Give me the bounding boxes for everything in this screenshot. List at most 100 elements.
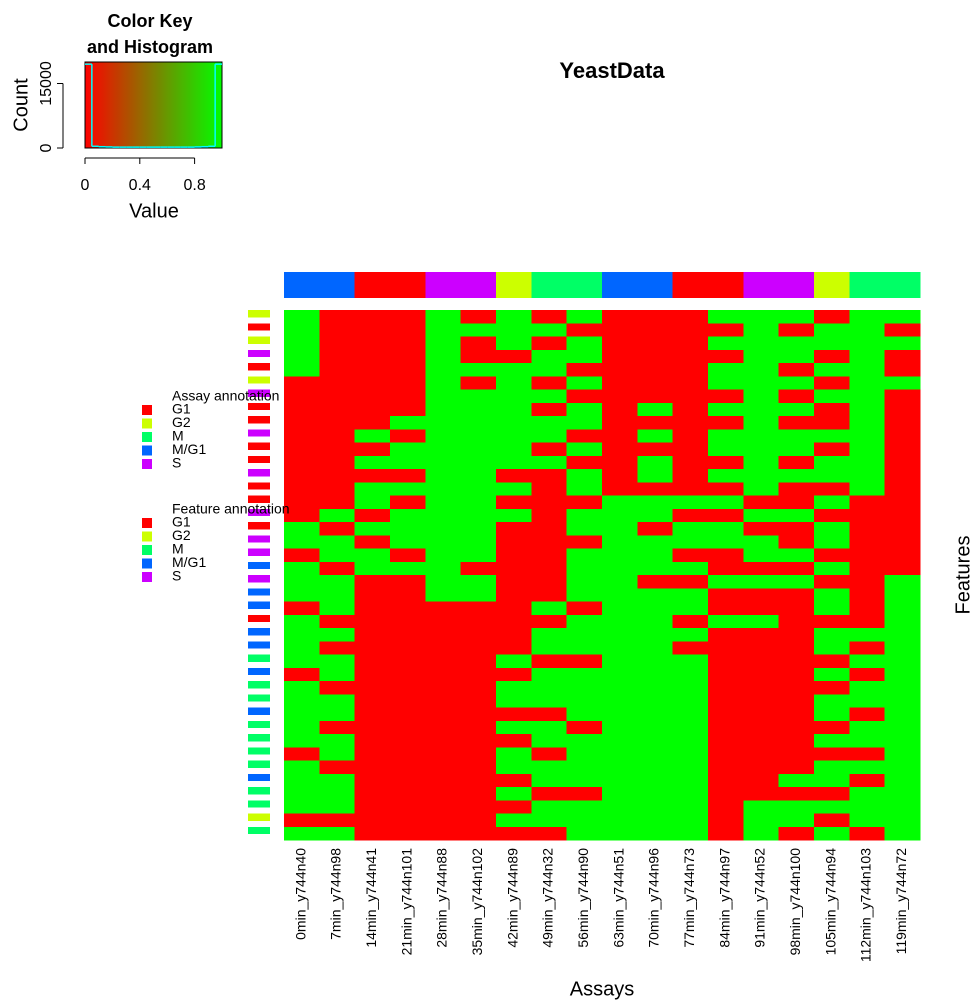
heatmap-cell <box>566 363 603 377</box>
heatmap-cell <box>708 734 744 748</box>
heatmap-cell <box>672 548 709 563</box>
row-annotation <box>248 389 270 397</box>
heatmap-cell <box>284 482 320 496</box>
heatmap-cell <box>566 760 603 775</box>
heatmap-cell <box>354 535 391 549</box>
heatmap-cell <box>637 614 674 629</box>
heatmap-cell <box>743 402 780 417</box>
heatmap-cell <box>496 402 532 417</box>
heatmap-cell <box>849 522 886 536</box>
heatmap-cell <box>460 336 497 351</box>
y-axis-label: Features <box>952 536 974 615</box>
heatmap-cell <box>814 747 850 761</box>
row-annotation <box>248 787 270 795</box>
heatmap-cell <box>602 561 638 576</box>
heatmap-cell <box>602 349 638 364</box>
heatmap-cell <box>531 773 568 788</box>
heatmap-cell <box>743 601 780 616</box>
heatmap-cell <box>284 310 320 324</box>
heatmap-title: YeastData <box>559 58 665 83</box>
heatmap-cell <box>849 323 886 337</box>
heatmap-cell <box>319 455 356 470</box>
heatmap-cell <box>743 363 780 377</box>
heatmap-cell <box>460 641 497 655</box>
row-annotation <box>248 548 270 556</box>
heatmap-cell <box>284 787 320 801</box>
heatmap-cell <box>778 747 815 761</box>
row-annotation <box>248 455 270 464</box>
legend-swatch <box>142 418 152 429</box>
heatmap-cell <box>354 614 391 629</box>
heatmap-cell <box>743 588 780 602</box>
column-annotation <box>390 272 426 298</box>
heatmap-cell <box>708 588 744 602</box>
legend-label: S <box>172 568 181 584</box>
legend-label: G2 <box>172 527 191 543</box>
heatmap-cell <box>672 813 709 828</box>
heatmap-cell <box>602 654 638 669</box>
heatmap-cell <box>637 455 674 470</box>
heatmap-cell <box>637 336 674 351</box>
heatmap-cell <box>884 747 921 761</box>
heatmap-cell <box>460 482 497 496</box>
column-annotation <box>531 272 568 298</box>
column-annotation <box>672 272 709 298</box>
heatmap-cell <box>672 694 709 708</box>
heatmap-cell <box>672 349 709 364</box>
row-annotation <box>248 482 270 490</box>
heatmap-cell <box>814 787 850 801</box>
heatmap-cell <box>531 548 568 563</box>
heatmap-cell <box>778 654 815 669</box>
row-annotation <box>248 310 270 318</box>
heatmap-cell <box>884 508 921 523</box>
legend-label: M <box>172 541 184 557</box>
heatmap-cell <box>602 760 638 775</box>
heatmap-cell <box>319 310 356 324</box>
heatmap-cell <box>708 535 744 549</box>
heatmap-cell <box>531 720 568 735</box>
heatmap-cell <box>425 310 462 324</box>
heatmap-cell <box>814 469 850 483</box>
heatmap-cell <box>390 654 426 669</box>
heatmap-cell <box>354 336 391 351</box>
heatmap-cell <box>319 667 356 682</box>
heatmap-cell <box>602 694 638 708</box>
heatmap-cell <box>814 336 850 351</box>
heatmap-cell <box>672 614 709 629</box>
heatmap-cell <box>884 522 921 536</box>
row-annotation <box>248 402 270 411</box>
heatmap-cell <box>390 826 426 841</box>
heatmap-cell <box>849 575 886 589</box>
heatmap-cell <box>778 535 815 549</box>
heatmap-cell <box>566 548 603 563</box>
heatmap-cell <box>460 601 497 616</box>
heatmap-cell <box>284 561 320 576</box>
legend-label: G2 <box>172 414 191 430</box>
heatmap-cell <box>849 482 886 496</box>
heatmap-cell <box>672 389 709 404</box>
heatmap-cell <box>354 416 391 430</box>
heatmap-cell <box>672 522 709 536</box>
heatmap-cell <box>354 429 391 443</box>
heatmap-cell <box>284 429 320 443</box>
heatmap-cell <box>531 575 568 589</box>
heatmap-cell <box>460 667 497 682</box>
heatmap-cell <box>566 389 603 404</box>
heatmap-cell <box>354 734 391 748</box>
heatmap-cell <box>814 734 850 748</box>
heatmap-cell <box>778 694 815 708</box>
heatmap-cell <box>566 561 603 576</box>
heatmap-cell <box>602 641 638 655</box>
heatmap-cell <box>778 614 815 629</box>
heatmap-cell <box>531 469 568 483</box>
heatmap-cell <box>354 548 391 563</box>
heatmap-cell <box>531 535 568 549</box>
heatmap-cell <box>637 376 674 390</box>
heatmap-cell <box>814 707 850 722</box>
heatmap-cell <box>743 548 780 563</box>
heatmap-cell <box>460 455 497 470</box>
heatmap-cell <box>708 429 744 443</box>
heatmap-cell <box>672 787 709 801</box>
heatmap-cell <box>637 495 674 510</box>
heatmap-cell <box>637 349 674 364</box>
